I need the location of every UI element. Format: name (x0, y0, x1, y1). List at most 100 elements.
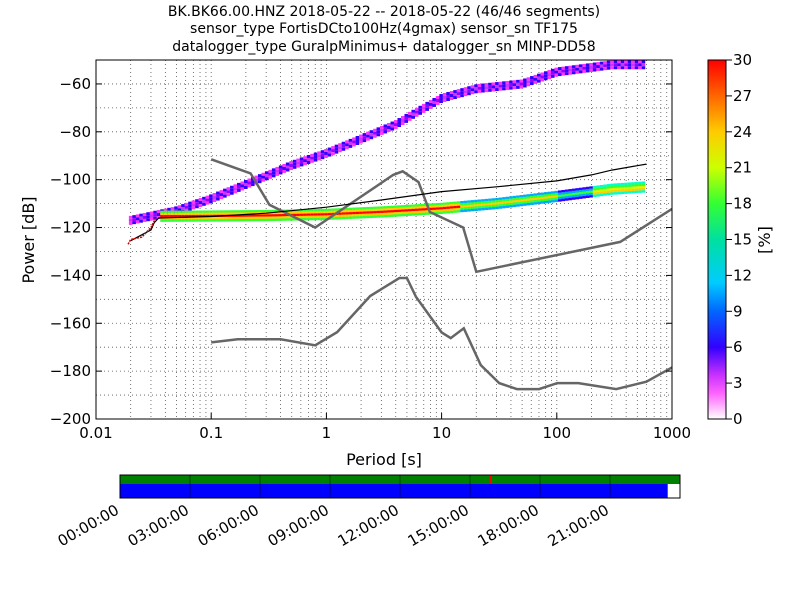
pdf-cell (578, 70, 583, 74)
pdf-cell (366, 134, 370, 138)
pdf-cell (264, 171, 269, 175)
pdf-cell (331, 146, 335, 150)
pdf-cell (613, 66, 618, 70)
pdf-cell (428, 105, 433, 109)
pdf-cell (582, 63, 586, 67)
pdf-cell (488, 200, 492, 204)
pdf-cell (278, 216, 283, 219)
pdf-cell (537, 79, 541, 83)
pdf-cell (449, 91, 454, 95)
pdf-cell (432, 100, 436, 104)
pdf-cell (435, 211, 440, 215)
pdf-cell (613, 192, 618, 195)
pdf-cell (128, 221, 133, 225)
pdf-cell (184, 210, 189, 213)
pdf-cell (352, 214, 356, 217)
pdf-cell (432, 97, 436, 101)
pdf-cell (167, 210, 171, 214)
pdf-cell (502, 197, 506, 200)
pdf-cell (411, 115, 416, 119)
pdf-cell (128, 215, 133, 219)
pdf-cell (561, 196, 566, 199)
pdf-cell (435, 205, 440, 208)
pdf-cell (188, 201, 192, 205)
pdf-cell (606, 192, 611, 196)
pdf-cell (223, 210, 227, 213)
pdf-cell (219, 219, 224, 222)
pdf-cell (191, 219, 196, 222)
pdf-cell (523, 199, 527, 202)
pdf-cell (498, 87, 503, 91)
pdf-cell (603, 193, 607, 196)
pdf-cell (421, 210, 426, 213)
x-axis: 0.01 0.1 1 10 100 1000 (79, 413, 691, 442)
pdf-cell (387, 128, 391, 132)
pdf-cell (512, 86, 517, 90)
y-axis: −60 −80 −100 −120 −140 −160 −180 −200 (50, 75, 672, 428)
pdf-cell (355, 216, 360, 219)
pdf-cell (271, 212, 276, 215)
data-coverage-timeline: 00:00:00 03:00:00 06:00:00 09:00:00 12:00:00… (55, 474, 681, 550)
pdf-cell (547, 198, 552, 201)
pdf-cell (589, 188, 593, 191)
pdf-cell (467, 209, 471, 212)
pdf-cell (324, 148, 328, 152)
pdf-cell (627, 191, 632, 194)
pdf-cell (195, 205, 199, 209)
pdf-cell (460, 201, 464, 204)
pdf-cell (474, 201, 478, 205)
pdf-cell (414, 210, 419, 214)
pdf-cell (428, 99, 433, 103)
pdf-cell (428, 205, 433, 209)
pdf-cell (578, 64, 583, 68)
pdf-cell (250, 183, 255, 187)
pdf-cell (526, 77, 531, 81)
pdf-cell (540, 72, 545, 76)
pdf-cell (442, 202, 447, 205)
pdf-cell (449, 94, 454, 98)
pdf-cell (564, 66, 569, 70)
pdf-cell (198, 219, 203, 222)
pdf-cell (414, 113, 419, 117)
pdf-cell (624, 66, 628, 70)
pdf-cell (575, 196, 579, 200)
y-tick-label: −180 (50, 362, 91, 380)
pdf-cell (327, 210, 332, 214)
pdf-cell (345, 212, 349, 215)
pdf-cell (585, 186, 590, 190)
pdf-cell (603, 64, 607, 68)
pdf-cell (341, 141, 346, 145)
pdf-cell (400, 213, 405, 217)
pdf-cell (306, 213, 311, 216)
pdf-cell (491, 85, 496, 89)
pdf-cell (369, 213, 374, 216)
pdf-cell (589, 192, 593, 196)
pdf-cell (509, 83, 513, 87)
pdf-cell (571, 193, 576, 196)
pdf-cell (505, 196, 510, 200)
pdf-cell (554, 193, 559, 196)
pdf-cell (540, 192, 545, 195)
pdf-cell (470, 206, 475, 210)
pdf-cell (303, 213, 307, 216)
pdf-cell (414, 213, 419, 216)
pdf-cell (620, 191, 625, 195)
pdf-cell (613, 189, 618, 193)
pdf-cell (366, 131, 370, 135)
pdf-cell (181, 210, 185, 213)
pdf-cell (589, 186, 593, 189)
pdf-cell (163, 215, 168, 218)
pdf-cell (516, 204, 520, 207)
pdf-cell (523, 81, 527, 85)
pdf-cell (557, 194, 562, 198)
pdf-cell (592, 190, 597, 193)
pdf-cell (575, 70, 579, 74)
pdf-cell (202, 219, 206, 222)
pdf-cell (523, 203, 527, 206)
plot-frame (95, 59, 673, 420)
pdf-cell (439, 97, 443, 101)
pdf-cell (516, 82, 520, 86)
x-tick-label: 0.1 (199, 424, 223, 442)
pdf-cell (634, 184, 639, 187)
pdf-cell (550, 200, 555, 203)
